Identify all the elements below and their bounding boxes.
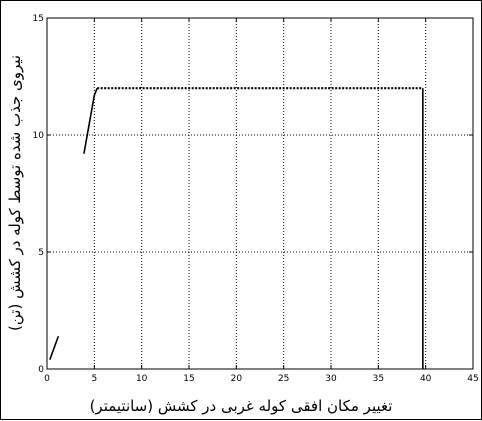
y-axis-label: نیروی جذب شده توسط کوله در کشش (تن) [6, 55, 24, 331]
plot-area-border [46, 17, 474, 370]
y-tick-label: 15 [33, 14, 44, 24]
x-tick-label: 0 [44, 374, 50, 384]
x-tick-label: 25 [278, 374, 289, 384]
series-line-2 [83, 87, 98, 154]
x-axis-label: تغییر مکان افقی کوله غربی در کشش (سانتیم… [90, 397, 393, 415]
x-tick-label: 35 [373, 374, 384, 384]
x-tick-label: 20 [231, 374, 243, 384]
data-series [49, 87, 424, 369]
y-tick-label: 10 [33, 131, 45, 141]
x-tick-label: 5 [91, 374, 97, 384]
x-tick-label: 45 [467, 374, 478, 384]
series-line-1 [49, 335, 60, 360]
y-tick-label: 0 [38, 365, 44, 375]
x-tick-label: 15 [183, 374, 194, 384]
x-tick-label: 10 [136, 374, 148, 384]
x-tick-label: 30 [325, 374, 337, 384]
y-tick-label: 5 [38, 248, 44, 258]
axis-ticks: 0 5 10 15 20 25 30 35 40 45 0 5 10 15 [33, 14, 479, 384]
x-tick-label: 40 [420, 374, 432, 384]
grid-lines [47, 18, 473, 369]
